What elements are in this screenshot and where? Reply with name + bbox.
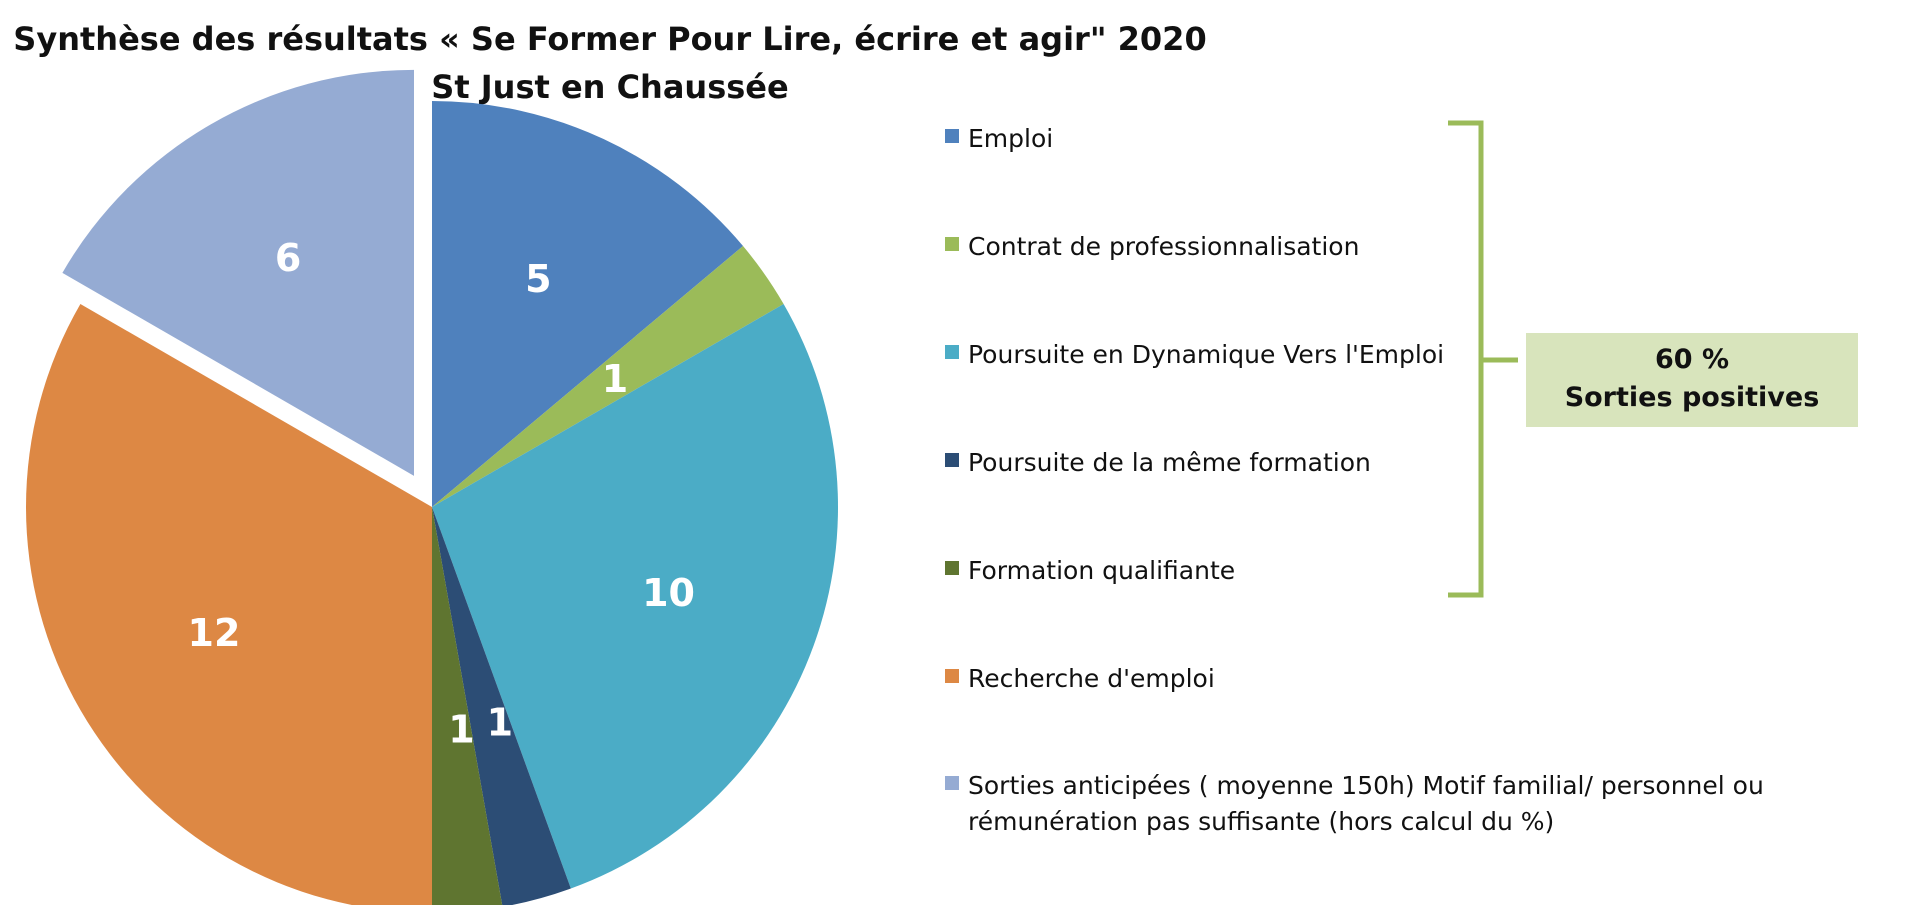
pie-slice-4 [432, 507, 503, 905]
positive-outcomes-callout: 60 % Sorties positives [1526, 333, 1858, 427]
chart-subtitle: St Just en Chaussée [431, 68, 789, 106]
callout-label: Sorties positives [1564, 382, 1820, 413]
pie-slice-0 [432, 101, 744, 507]
legend-swatch [945, 129, 959, 143]
legend-item: Poursuite en Dynamique Vers l'Emploi [945, 337, 1825, 373]
legend-item: Contrat de professionnalisation [945, 229, 1825, 265]
pie-slice-6 [62, 69, 415, 476]
pie-slice-3 [432, 507, 571, 905]
legend-label: Poursuite en Dynamique Vers l'Emploi [968, 340, 1445, 369]
legend-swatch [945, 453, 959, 467]
legend-label: Contrat de professionnalisation [968, 232, 1360, 261]
legend-label: Recherche d'emploi [968, 664, 1215, 693]
slice-data-label-6: 6 [275, 236, 301, 280]
pie-slice-5 [26, 304, 432, 905]
slice-data-label-3: 1 [487, 701, 513, 745]
slice-data-label-4: 1 [448, 707, 474, 751]
chart-title: Synthèse des résultats « Se Former Pour … [13, 20, 1207, 58]
legend-label: Formation qualifiante [968, 556, 1236, 585]
slice-data-label-1: 1 [602, 357, 628, 401]
pie-slice-1 [432, 246, 784, 507]
legend-label: Sorties anticipées ( moyenne 150h) Motif… [968, 771, 1764, 836]
legend-item: Sorties anticipées ( moyenne 150h) Motif… [945, 768, 1825, 840]
bracket-path [1448, 120, 1518, 598]
legend-item: Emploi [945, 121, 1825, 157]
legend-swatch [945, 345, 959, 359]
slice-data-label-0: 5 [525, 257, 551, 301]
legend-swatch [945, 776, 959, 790]
legend-swatch [945, 669, 959, 683]
pie-slice-2 [432, 304, 838, 889]
legend-item: Poursuite de la même formation [945, 445, 1825, 481]
legend-label: Poursuite de la même formation [968, 448, 1371, 477]
slice-data-label-2: 10 [642, 571, 695, 615]
legend-item: Formation qualifiante [945, 553, 1825, 589]
legend-swatch [945, 237, 959, 251]
callout-percent: 60 % [1654, 344, 1730, 375]
legend-label: Emploi [968, 124, 1054, 153]
slice-data-label-5: 12 [188, 611, 241, 655]
legend-item: Recherche d'emploi [945, 661, 1825, 697]
legend-swatch [945, 561, 959, 575]
